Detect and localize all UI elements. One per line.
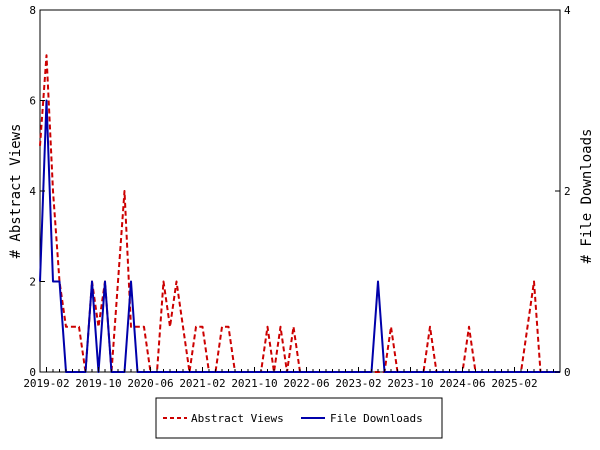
y-tick-label: 4: [29, 185, 36, 198]
legend-box: [155, 397, 443, 439]
x-axis-ticks: 2019-02 2019-10 2020-06 2021-02 2021-10 2022-…: [23, 367, 561, 390]
x-tick-label: 2020-06: [127, 377, 173, 390]
x-tick-label: 2023-10: [387, 377, 433, 390]
y-tick-label: 6: [29, 95, 36, 108]
y-axis-title: # Abstract Views: [8, 124, 24, 259]
y-tick-label: 2: [29, 276, 36, 289]
y2-tick-label: 2: [564, 185, 571, 198]
y-tick-label: 0: [29, 366, 36, 379]
x-tick-label: 2022-06: [283, 377, 329, 390]
y2-axis-title: # File Downloads: [579, 129, 595, 264]
legend-label-abstract-views: Abstract Views: [191, 412, 284, 425]
x-tick-label: 2024-06: [439, 377, 485, 390]
plot-area: [39, 9, 561, 373]
y2-tick-label: 0: [564, 366, 571, 379]
x-tick-label: 2019-02: [23, 377, 69, 390]
y-tick-label: 8: [29, 4, 36, 17]
x-tick-label: 2021-02: [179, 377, 225, 390]
x-tick-label: 2023-02: [335, 377, 381, 390]
x-tick-label: 2019-10: [75, 377, 121, 390]
legend: Abstract Views File Downloads: [155, 397, 443, 439]
x-tick-label: 2021-10: [231, 377, 277, 390]
y2-tick-label: 4: [564, 4, 571, 17]
legend-label-file-downloads: File Downloads: [330, 412, 423, 425]
x-tick-label: 2025-02: [491, 377, 537, 390]
series-line-abstract-views: [39, 54, 560, 373]
y2-axis-ticks: 0 2 4: [555, 4, 571, 379]
y-axis-ticks: 0 2 4 6 8: [29, 4, 45, 379]
